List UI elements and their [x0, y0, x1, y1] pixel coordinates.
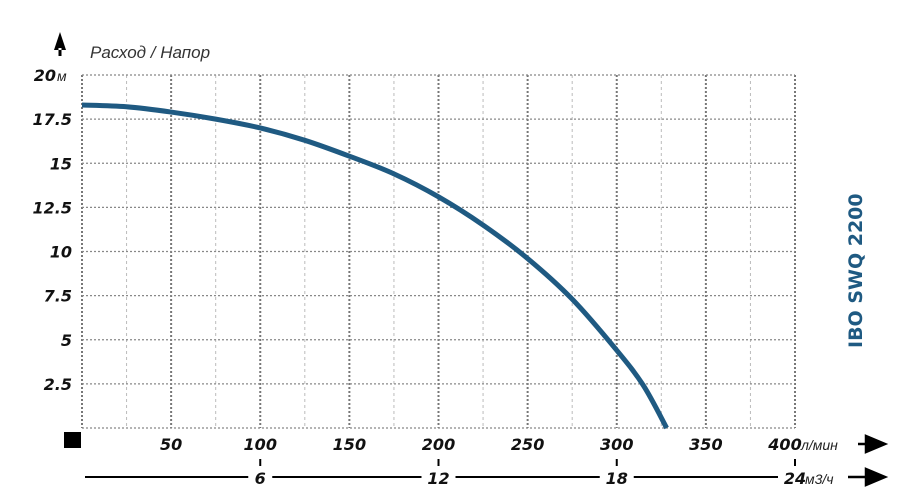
x-tick-label: 400	[767, 435, 801, 454]
y-tick-label: 17.5	[33, 110, 72, 129]
y-tick-label: 5	[61, 331, 72, 350]
secondary-tick-label: 24	[784, 469, 806, 488]
x-axis-arrow-icon	[858, 434, 889, 454]
x-tick-label: 50	[160, 435, 182, 454]
x-tick-label: 100	[244, 435, 277, 454]
x-tick-label: 350	[689, 435, 722, 454]
secondary-tick-label: 6	[255, 469, 266, 488]
model-label: IBO SWQ 2200	[845, 193, 867, 348]
x-tick-label: 300	[600, 435, 633, 454]
y-tick-label: 10	[50, 243, 72, 262]
x-tick-label: 150	[333, 435, 366, 454]
y-tick-label: 2.5	[44, 375, 72, 394]
x-tick-label: 200	[422, 435, 455, 454]
grid	[81, 74, 796, 429]
y-unit-label: м	[57, 68, 67, 84]
y-axis-arrow-icon	[54, 32, 66, 56]
y-axis-labels: 2.5 5 7.5 10 12.5 15 17.5 20 м	[33, 66, 72, 394]
secondary-unit-label: м3/ч	[805, 471, 834, 487]
origin-marker	[64, 432, 81, 448]
y-tick-label: 20	[34, 66, 56, 85]
x-axis-labels: 50 100 150 200 250 300 350 400 л/мин	[160, 434, 889, 454]
secondary-axis-arrow-icon	[848, 467, 889, 487]
pump-curve	[81, 102, 669, 430]
secondary-tick-label: 12	[427, 469, 449, 488]
x-unit-label: л/мин	[800, 437, 838, 453]
y-tick-label: 7.5	[44, 287, 72, 306]
chart-title: Расход / Напор	[90, 43, 210, 62]
x-tick-label: 250	[511, 435, 544, 454]
y-tick-label: 15	[50, 154, 72, 173]
secondary-tick-label: 18	[606, 469, 628, 488]
y-tick-label: 12.5	[33, 198, 72, 217]
